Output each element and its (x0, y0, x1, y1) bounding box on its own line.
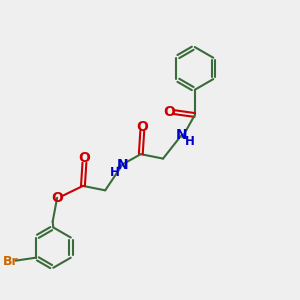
Text: O: O (79, 151, 90, 165)
Text: Br: Br (2, 255, 18, 268)
Text: H: H (184, 135, 194, 148)
Text: O: O (51, 191, 63, 205)
Text: O: O (136, 120, 148, 134)
Text: N: N (116, 158, 128, 172)
Text: O: O (163, 105, 175, 119)
Text: H: H (110, 166, 119, 179)
Text: N: N (176, 128, 188, 142)
